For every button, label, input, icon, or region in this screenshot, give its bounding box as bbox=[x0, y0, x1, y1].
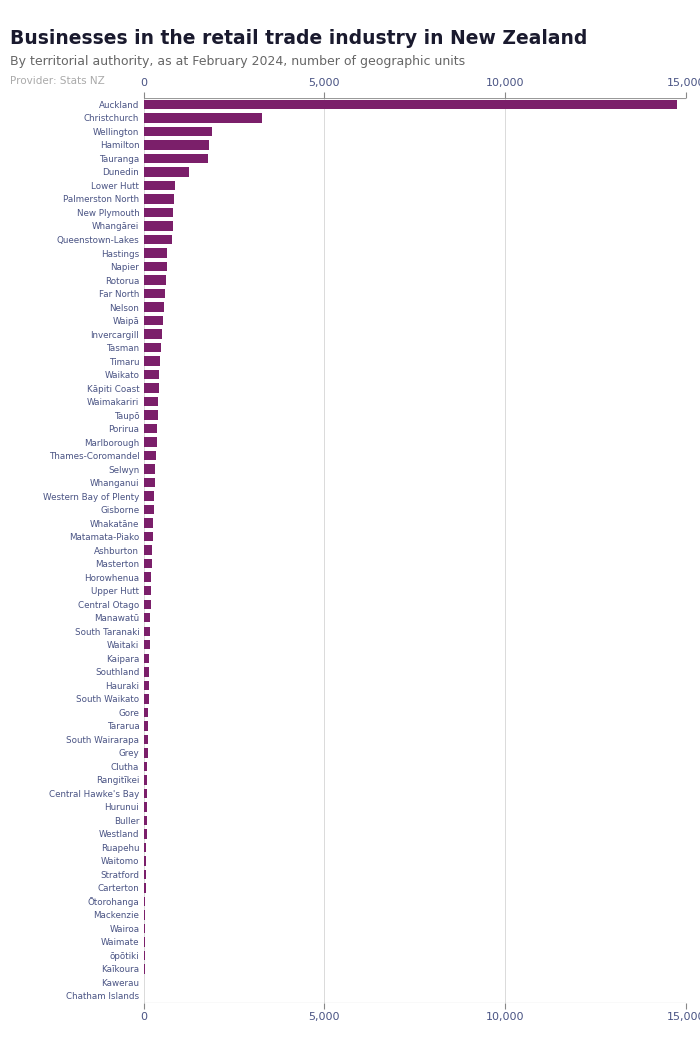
Bar bbox=[144, 761, 148, 771]
Bar bbox=[144, 194, 174, 204]
Bar bbox=[144, 153, 207, 163]
Bar bbox=[144, 964, 145, 973]
Bar bbox=[144, 653, 150, 663]
Bar bbox=[144, 491, 154, 501]
Bar bbox=[144, 572, 151, 582]
Bar bbox=[144, 545, 152, 555]
Bar bbox=[144, 113, 262, 123]
Bar bbox=[144, 910, 146, 920]
Bar bbox=[144, 464, 155, 474]
Bar bbox=[144, 802, 147, 812]
Text: Provider: Stats NZ: Provider: Stats NZ bbox=[10, 76, 105, 86]
Bar bbox=[144, 289, 165, 298]
Bar bbox=[144, 343, 162, 353]
Bar bbox=[144, 680, 149, 690]
Bar bbox=[144, 789, 147, 798]
Bar bbox=[144, 235, 172, 245]
Bar bbox=[144, 532, 153, 542]
Bar bbox=[144, 397, 158, 406]
Bar bbox=[144, 600, 150, 609]
Bar bbox=[144, 302, 164, 312]
Bar bbox=[144, 586, 150, 595]
Bar bbox=[144, 735, 148, 744]
Bar bbox=[144, 411, 158, 420]
Bar bbox=[144, 478, 155, 487]
Bar bbox=[144, 708, 148, 717]
Bar bbox=[144, 450, 156, 460]
Bar bbox=[144, 843, 146, 853]
Bar bbox=[144, 869, 146, 879]
Bar bbox=[144, 559, 152, 568]
Bar bbox=[144, 721, 148, 731]
Text: By territorial authority, as at February 2024, number of geographic units: By territorial authority, as at February… bbox=[10, 55, 466, 67]
Bar bbox=[144, 505, 154, 514]
Bar bbox=[144, 613, 150, 623]
Bar bbox=[144, 275, 166, 285]
Bar bbox=[144, 181, 175, 190]
Bar bbox=[144, 222, 173, 231]
Bar bbox=[144, 667, 149, 676]
Bar bbox=[144, 127, 212, 136]
Bar bbox=[144, 167, 189, 176]
Bar bbox=[144, 775, 147, 784]
Bar bbox=[144, 330, 162, 339]
Bar bbox=[144, 383, 159, 393]
Bar bbox=[144, 924, 145, 933]
Bar bbox=[144, 248, 167, 257]
Bar bbox=[144, 938, 145, 947]
Bar bbox=[144, 830, 146, 839]
Bar bbox=[144, 316, 163, 326]
Bar bbox=[144, 694, 148, 704]
Bar bbox=[144, 424, 157, 434]
Bar bbox=[144, 748, 148, 757]
Bar bbox=[144, 438, 157, 447]
Text: figure.nz: figure.nz bbox=[596, 17, 669, 32]
Bar bbox=[144, 208, 174, 217]
Bar bbox=[144, 370, 159, 379]
Bar bbox=[144, 816, 147, 825]
Bar bbox=[144, 141, 209, 150]
Bar bbox=[144, 519, 153, 528]
Text: Businesses in the retail trade industry in New Zealand: Businesses in the retail trade industry … bbox=[10, 29, 588, 48]
Bar bbox=[144, 950, 145, 960]
Bar bbox=[144, 356, 160, 365]
Bar bbox=[144, 883, 146, 892]
Bar bbox=[144, 640, 150, 650]
Bar bbox=[144, 897, 146, 906]
Bar bbox=[144, 261, 167, 271]
Bar bbox=[144, 856, 146, 865]
Bar bbox=[144, 627, 150, 636]
Bar bbox=[144, 100, 678, 109]
